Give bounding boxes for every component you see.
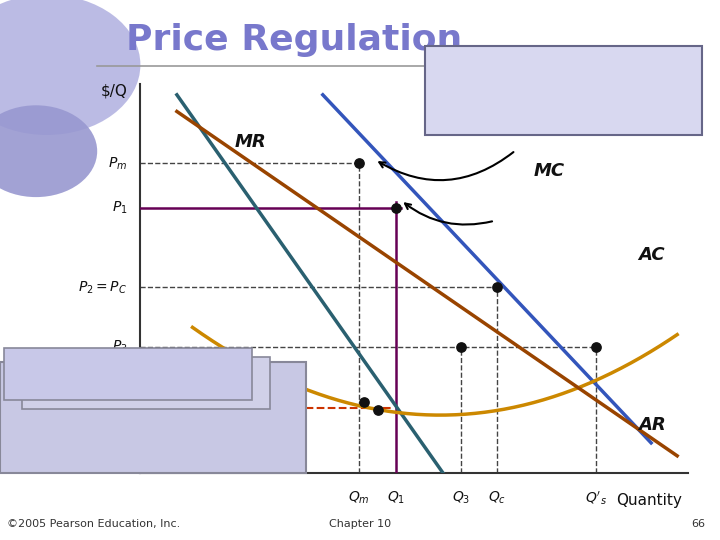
Text: $/Q: $/Q bbox=[101, 84, 127, 99]
Point bbox=[354, 159, 365, 167]
Text: Chapter 10: Chapter 10 bbox=[329, 519, 391, 529]
Text: $Q_1$: $Q_1$ bbox=[387, 489, 405, 505]
Text: ©2005 Pearson Education, Inc.: ©2005 Pearson Education, Inc. bbox=[7, 519, 181, 529]
Point bbox=[455, 342, 467, 351]
Point bbox=[390, 204, 402, 212]
Text: $P_2 = P_C$: $P_2 = P_C$ bbox=[78, 279, 127, 295]
Text: $P_m$: $P_m$ bbox=[108, 155, 127, 172]
Text: Any price below $P_4$ results
in the firm incurring a loss.: Any price below $P_4$ results in the fir… bbox=[44, 356, 212, 391]
Text: AC: AC bbox=[638, 246, 665, 264]
Point bbox=[590, 342, 602, 351]
Text: output
increases to its maximum $Q_C$ and
there is no deadweight loss.: output increases to its maximum $Q_C$ an… bbox=[43, 408, 266, 461]
Text: $Q_3$: $Q_3$ bbox=[451, 489, 470, 505]
Text: Price Regulation: Price Regulation bbox=[126, 23, 462, 57]
Text: 66: 66 bbox=[692, 519, 706, 529]
Point bbox=[359, 398, 370, 407]
Text: AR: AR bbox=[638, 416, 666, 434]
Text: $Q_c$: $Q_c$ bbox=[488, 489, 506, 505]
Text: Marginal revenue curve
when price is regulated
to be no higher that $P_1$.: Marginal revenue curve when price is reg… bbox=[485, 65, 642, 116]
Text: MC: MC bbox=[534, 163, 565, 180]
Text: $Q'_s$: $Q'_s$ bbox=[585, 489, 608, 507]
Point bbox=[372, 405, 383, 414]
Point bbox=[492, 283, 503, 292]
Text: $Q_m$: $Q_m$ bbox=[348, 489, 370, 505]
Text: Quantity: Quantity bbox=[616, 493, 683, 508]
Text: $P_4$: $P_4$ bbox=[112, 400, 127, 416]
Text: $P_1$: $P_1$ bbox=[112, 200, 127, 216]
Text: $P_3$: $P_3$ bbox=[112, 339, 127, 355]
Text: MR: MR bbox=[234, 133, 266, 151]
